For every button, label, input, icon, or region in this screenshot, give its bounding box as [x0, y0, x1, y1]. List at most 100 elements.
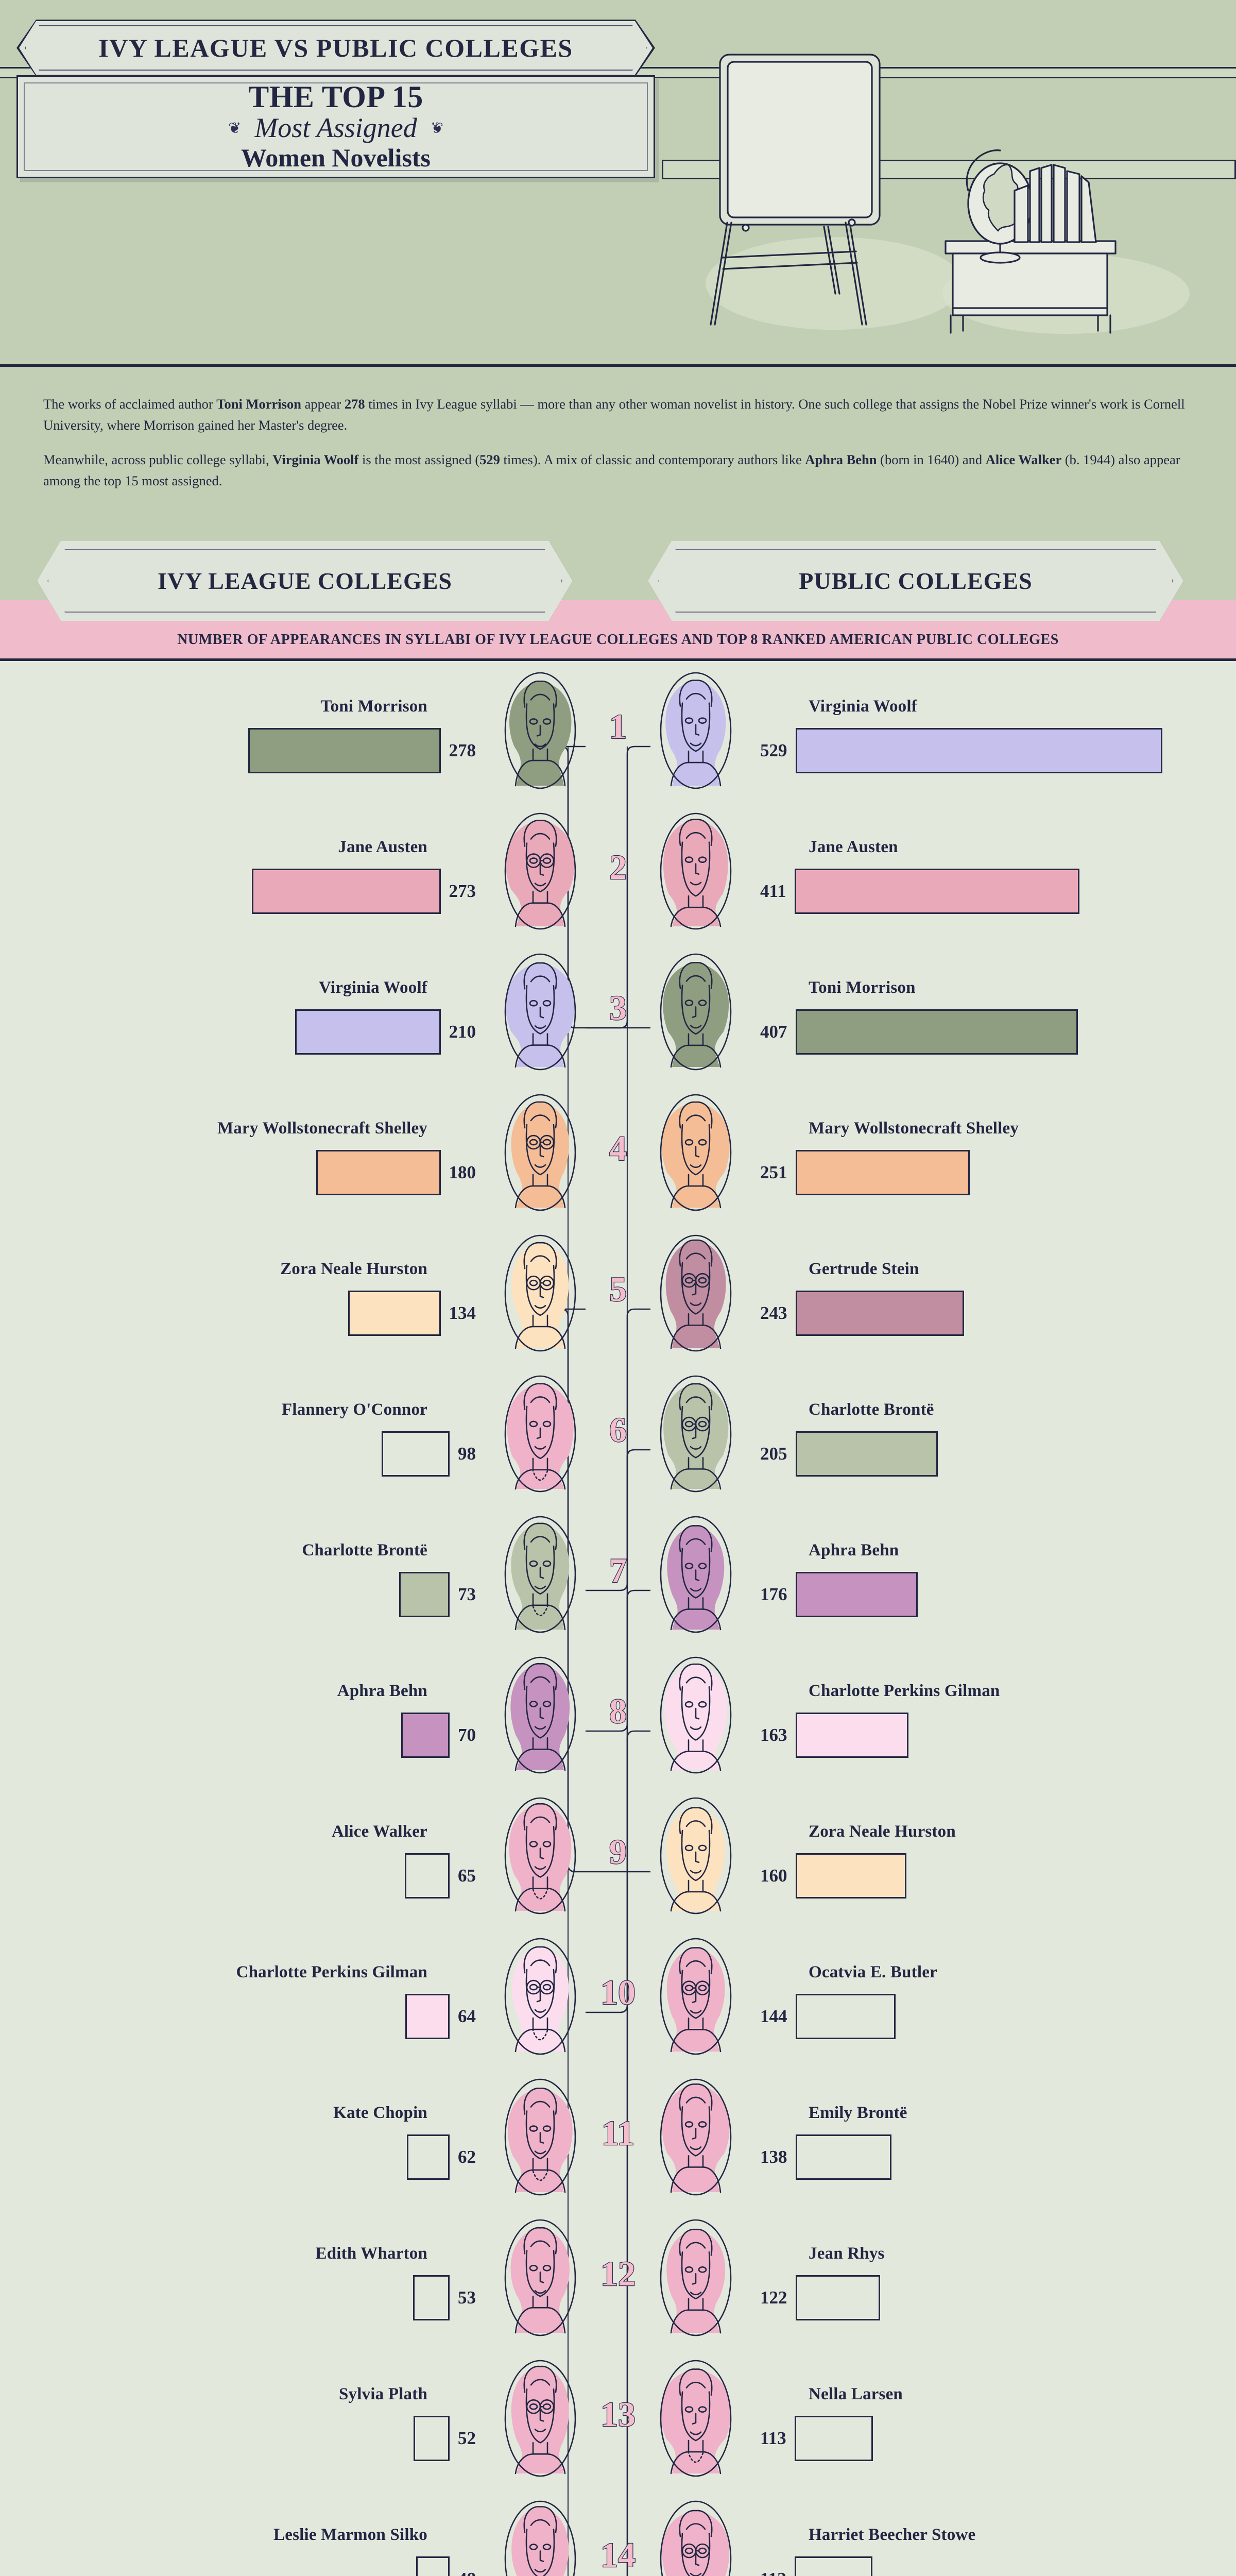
bar-left [316, 1150, 441, 1195]
bar-group-right: 205 [760, 1431, 938, 1477]
bar-left [248, 728, 441, 773]
public-college-entry: Toni Morrison 407 [649, 942, 1236, 1083]
bar-left [416, 2556, 450, 2576]
public-college-entry: Jean Rhys 122 [649, 2208, 1236, 2349]
value-left: 48 [458, 2569, 476, 2576]
public-college-entry: Aphra Behn 176 [649, 1505, 1236, 1646]
rank-number: 6 [609, 1410, 628, 1450]
rank-row: Jane Austen 273 [0, 802, 1236, 942]
public-college-entry: Virginia Woolf 529 [649, 661, 1236, 802]
bar-right [795, 1291, 964, 1336]
hero-plaque: IVY LEAGUE VS PUBLIC COLLEGES THE TOP 15… [16, 20, 655, 178]
ranking-rows: Toni Morrison 278 [0, 661, 1236, 2576]
bar-right [795, 728, 1162, 773]
bar-right [795, 2134, 891, 2180]
portrait-right [650, 2216, 741, 2339]
hero-title-line3: Women Novelists [241, 143, 431, 172]
value-left: 134 [449, 1303, 476, 1323]
bar-group-left: 70 [401, 1713, 476, 1758]
hero-eyebrow-inner-border [25, 25, 647, 71]
author-name-right: Charlotte Perkins Gilman [809, 1682, 1000, 1700]
author-name-left: Edith Wharton [315, 2244, 427, 2263]
bar-group-left: 98 [382, 1431, 476, 1477]
rank-center: 3 [0, 942, 1236, 1083]
author-portrait-charlotte_bronte [660, 1375, 732, 1493]
portrait-left [495, 1091, 586, 1214]
rank-number: 13 [600, 2394, 637, 2435]
value-left: 180 [449, 1162, 476, 1182]
value-left: 278 [449, 740, 476, 760]
public-college-entry: Harriet Beecher Stowe 112 [649, 2489, 1236, 2576]
column-header-public: PUBLIC COLLEGES [648, 541, 1183, 621]
bar-group-right: 251 [760, 1150, 970, 1195]
public-college-entry: Nella Larsen 113 [649, 2349, 1236, 2489]
bar-group-left: 52 [414, 2416, 476, 2461]
column-header-ivy-label: IVY LEAGUE COLLEGES [158, 568, 452, 594]
bar-right [795, 1150, 970, 1195]
public-college-entry: Gertrude Stein 243 [649, 1224, 1236, 1364]
public-college-entry: Charlotte Perkins Gilman 163 [649, 1646, 1236, 1786]
author-portrait-alice_walker [504, 1797, 576, 1914]
bar-group-right: 411 [760, 869, 1079, 914]
rank-row: Charlotte Brontë 73 [0, 1505, 1236, 1646]
portrait-right [650, 1513, 741, 1636]
bar-group-right: 144 [760, 1994, 896, 2039]
ivy-league-entry: Alice Walker 65 [0, 1786, 587, 1927]
author-portrait-aphra_behn [660, 1516, 732, 1633]
value-left: 62 [458, 2147, 476, 2167]
bar-right [795, 1853, 906, 1899]
bar-left [401, 1713, 450, 1758]
rank-row: Mary Wollstonecraft Shelley 180 [0, 1083, 1236, 1224]
author-name-left: Toni Morrison [320, 697, 427, 716]
author-portrait-mary_shelley [504, 1094, 576, 1211]
author-portrait-mary_shelley [660, 1094, 732, 1211]
value-right: 163 [760, 1725, 787, 1745]
portrait-right [650, 2498, 741, 2576]
bar-group-left: 273 [251, 869, 476, 914]
portrait-left [495, 810, 586, 933]
value-left: 73 [458, 1584, 476, 1604]
rank-row: Kate Chopin 62 [0, 2067, 1236, 2208]
author-portrait-jean_rhys [660, 2219, 732, 2336]
bar-left [382, 1431, 450, 1477]
bar-group-left: 73 [399, 1572, 476, 1617]
bar-left [413, 2275, 450, 2320]
portrait-left [495, 2216, 586, 2339]
portrait-right [650, 810, 741, 933]
bar-group-right: 112 [760, 2556, 872, 2576]
bar-left [295, 1009, 441, 1055]
ranking-chart: Toni Morrison 278 [0, 661, 1236, 2576]
rank-row: Aphra Behn 70 [0, 1646, 1236, 1786]
author-portrait-octavia_butler [660, 1938, 732, 2055]
value-right: 113 [760, 2428, 786, 2448]
bar-right [794, 2556, 872, 2576]
value-right: 205 [760, 1444, 787, 1464]
author-name-left: Charlotte Perkins Gilman [236, 1963, 427, 1981]
author-portrait-charlotte_bronte [504, 1516, 576, 1633]
ivy-league-entry: Toni Morrison 278 [0, 661, 587, 802]
value-right: 138 [760, 2147, 787, 2167]
hero-eyebrow-text: IVY LEAGUE VS PUBLIC COLLEGES [98, 33, 573, 62]
author-portrait-toni_morrison [504, 672, 576, 789]
rank-row: Virginia Woolf 210 [0, 942, 1236, 1083]
bar-group-left: 210 [295, 1009, 476, 1055]
author-portrait-virginia_woolf [504, 953, 576, 1071]
rank-number: 12 [600, 2253, 637, 2294]
bar-left [348, 1291, 441, 1336]
ivy-league-entry: Virginia Woolf 210 [0, 942, 587, 1083]
banner-shape [37, 541, 573, 621]
portrait-left [495, 1654, 586, 1776]
author-name-right: Harriet Beecher Stowe [809, 2526, 976, 2544]
ivy-league-entry: Leslie Marmon Silko 48 [0, 2489, 587, 2576]
portrait-right [650, 1091, 741, 1214]
public-college-entry: Charlotte Brontë 205 [649, 1364, 1236, 1505]
value-right: 112 [760, 2569, 786, 2576]
bar-right [794, 869, 1079, 914]
rank-center: 1 [0, 661, 1236, 802]
value-left: 98 [458, 1444, 476, 1464]
author-portrait-sylvia_plath [504, 2360, 576, 2477]
bar-group-right: 160 [760, 1853, 906, 1899]
author-name-right: Charlotte Brontë [809, 1400, 934, 1419]
rank-row: Edith Wharton 53 [0, 2208, 1236, 2349]
bar-group-left: 62 [407, 2134, 476, 2180]
